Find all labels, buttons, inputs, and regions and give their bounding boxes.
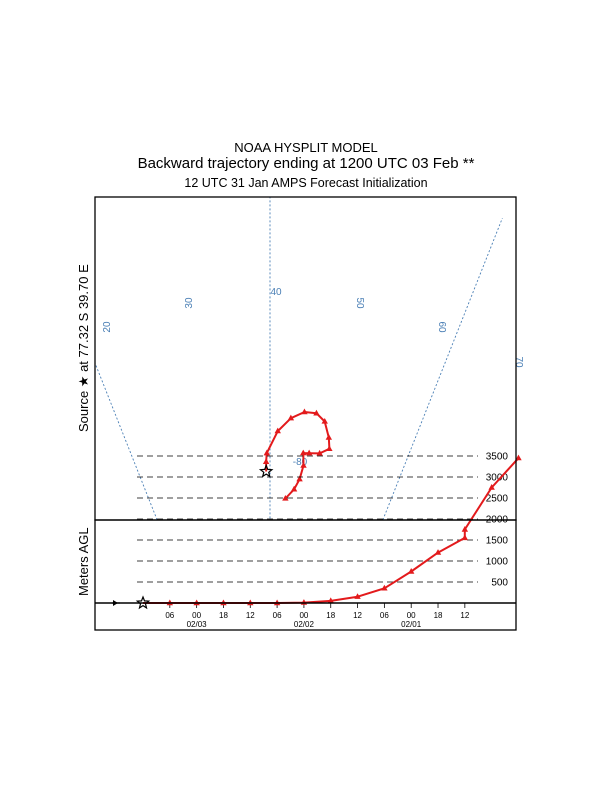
trajectory-point xyxy=(263,449,271,456)
height-tick-label: 3000 xyxy=(486,473,509,484)
meridian-line xyxy=(272,345,612,792)
trajectory-point xyxy=(282,494,289,501)
trajectory-point xyxy=(262,458,270,465)
grid-label: 20 xyxy=(102,321,113,333)
height-tick-label: 500 xyxy=(491,578,508,589)
time-tick-label: 00 xyxy=(407,611,416,620)
time-tick-label: 00 xyxy=(299,611,308,620)
grid-label: 50 xyxy=(354,297,365,309)
map-grid-labels: 20 30 40 60 70 -80 50 xyxy=(102,287,524,468)
trajectory-point xyxy=(325,434,333,440)
trajectory-point xyxy=(274,427,281,434)
date-label: 02/02 xyxy=(294,620,315,629)
time-tick-label: 12 xyxy=(460,611,469,620)
trajectory-point xyxy=(316,449,323,456)
time-tick-label: 12 xyxy=(246,611,255,620)
trajectory-point xyxy=(287,414,295,421)
height-profile-point xyxy=(381,584,388,591)
grid-label: 60 xyxy=(436,321,447,333)
trajectory-point xyxy=(296,475,303,482)
height-profile-point xyxy=(434,549,442,555)
plot-frames xyxy=(94,196,517,631)
time-tick-label: 18 xyxy=(219,611,228,620)
height-tick-label: 3500 xyxy=(486,452,509,463)
date-label: 02/03 xyxy=(187,620,208,629)
map-grid xyxy=(0,197,612,792)
init-line: 12 UTC 31 Jan AMPS Forecast Initializati… xyxy=(184,176,428,190)
height-profile-point xyxy=(327,597,334,604)
height-profile-line xyxy=(143,457,520,604)
height-profile-point xyxy=(515,454,522,461)
date-label: 02/01 xyxy=(401,620,422,629)
trajectory-point xyxy=(300,449,307,456)
height-profile-point xyxy=(461,526,469,532)
source-star-icon xyxy=(258,463,274,478)
meridian-line xyxy=(0,345,268,792)
time-tick-label: 00 xyxy=(192,611,201,620)
trajectory-point xyxy=(326,445,333,452)
grid-label: 30 xyxy=(184,297,195,309)
trajectory-point xyxy=(290,485,298,492)
profile-source-star-icon xyxy=(135,595,151,610)
chart-subtitle: Backward trajectory ending at 1200 UTC 0… xyxy=(137,155,475,172)
height-tick-label: 2500 xyxy=(486,494,509,505)
time-tick-label: 12 xyxy=(353,611,362,620)
height-profile-point xyxy=(461,534,469,541)
meridian-line xyxy=(382,217,503,520)
height-tick-label: 1000 xyxy=(486,557,509,568)
height-profile-point xyxy=(408,568,415,574)
grid-label: -80 xyxy=(293,457,308,468)
grid-label: 70 xyxy=(513,356,524,368)
trajectory-point xyxy=(300,462,307,468)
height-profile-point xyxy=(354,593,361,599)
trajectory-point xyxy=(305,449,313,456)
time-tick-label: 18 xyxy=(326,611,335,620)
trajectory-point xyxy=(313,409,320,416)
meridian-line xyxy=(272,536,612,792)
trajectory-point xyxy=(301,408,308,415)
height-profile-point xyxy=(488,484,495,490)
time-tick-label: 06 xyxy=(273,611,282,620)
chart-title: NOAA HYSPLIT MODEL xyxy=(234,140,378,155)
height-tick-label: 1500 xyxy=(486,536,509,547)
grid-label: 40 xyxy=(270,287,282,298)
time-tick-label: 06 xyxy=(165,611,174,620)
trajectory-path xyxy=(258,408,333,501)
map-frame xyxy=(94,196,517,521)
trajectory-point xyxy=(321,417,328,424)
time-tick-label: 18 xyxy=(434,611,443,620)
source-axis-label: Source ★ at 77.32 S 39.70 E xyxy=(76,264,91,432)
height-axis-label: Meters AGL xyxy=(76,527,91,596)
time-tick-label: 06 xyxy=(380,611,389,620)
profile-frame xyxy=(94,519,517,631)
meridian-line xyxy=(95,361,158,520)
